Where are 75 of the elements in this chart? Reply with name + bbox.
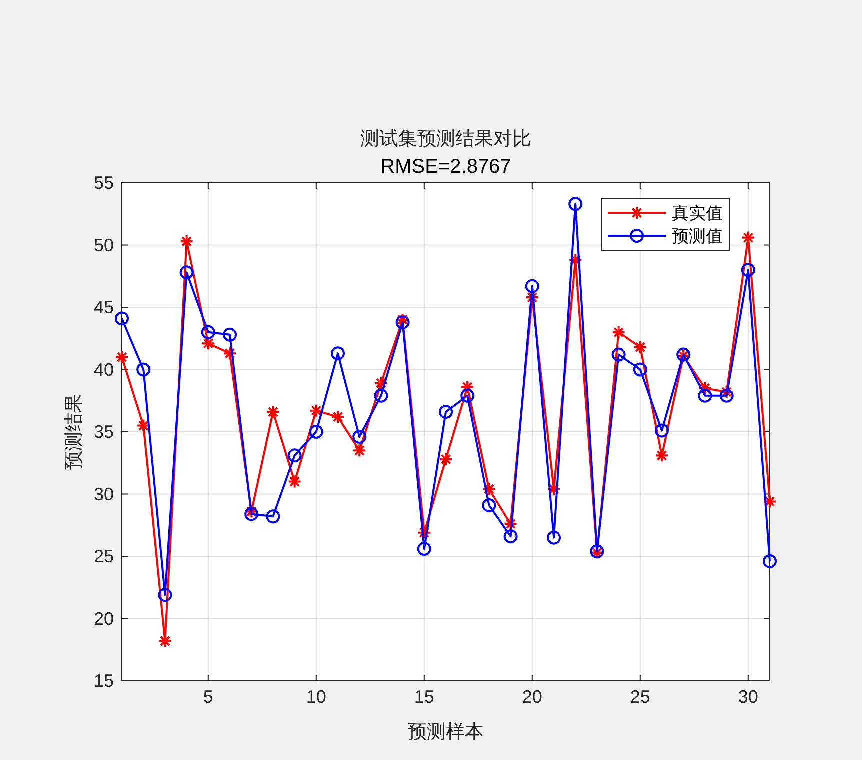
y-tick-label: 40 xyxy=(94,360,114,380)
point xyxy=(158,634,172,648)
point xyxy=(266,510,280,524)
point xyxy=(568,197,583,212)
y-tick-label: 55 xyxy=(94,173,114,193)
y-tick-label: 25 xyxy=(94,546,114,566)
y-tick-label: 50 xyxy=(94,235,114,256)
point xyxy=(115,312,129,326)
point xyxy=(244,504,259,519)
point xyxy=(288,474,302,489)
point xyxy=(309,425,324,439)
y-tick-label: 45 xyxy=(94,298,114,318)
point xyxy=(396,312,410,327)
legend-label: 真实值 xyxy=(672,204,723,224)
point xyxy=(223,346,237,361)
point xyxy=(374,388,388,403)
x-tick-label: 5 xyxy=(203,687,214,707)
x-axis-title: 预测样本 xyxy=(408,722,484,743)
chart-subtitle: RMSE=2.8767 xyxy=(380,156,512,178)
point xyxy=(504,517,518,532)
y-axis-title: 预测结果 xyxy=(64,394,85,470)
point xyxy=(266,405,280,420)
point xyxy=(655,448,669,463)
y-tick-label: 15 xyxy=(94,671,114,691)
point xyxy=(331,346,345,361)
point xyxy=(223,328,237,342)
point xyxy=(720,388,734,403)
point xyxy=(504,530,518,544)
point xyxy=(352,430,367,444)
point xyxy=(482,482,496,496)
point xyxy=(698,381,712,396)
point xyxy=(612,348,626,362)
point xyxy=(180,266,194,280)
point xyxy=(417,542,432,556)
point xyxy=(201,336,216,351)
point xyxy=(741,263,756,278)
point xyxy=(547,530,561,545)
point xyxy=(352,444,367,458)
point xyxy=(720,385,734,400)
point xyxy=(763,554,777,568)
x-tick-label: 25 xyxy=(630,687,650,707)
point xyxy=(244,507,259,522)
x-tick-label: 15 xyxy=(414,687,434,707)
point xyxy=(201,325,216,340)
point xyxy=(741,230,756,245)
point xyxy=(633,362,648,377)
y-tick-label: 20 xyxy=(94,608,114,629)
point xyxy=(482,498,496,512)
point xyxy=(288,448,302,463)
x-tick-label: 30 xyxy=(738,687,758,707)
point xyxy=(763,494,777,509)
point xyxy=(633,340,648,354)
point xyxy=(655,424,669,438)
point xyxy=(698,388,712,403)
point xyxy=(417,526,432,540)
chart-title: 测试集预测结果对比 xyxy=(360,129,532,150)
point xyxy=(136,362,151,377)
point xyxy=(612,325,626,340)
x-tick-label: 10 xyxy=(306,687,326,707)
y-tick-label: 35 xyxy=(94,422,114,442)
point xyxy=(309,404,324,418)
point xyxy=(396,315,410,330)
point xyxy=(460,380,475,394)
legend-label: 预测值 xyxy=(672,227,723,247)
point xyxy=(460,388,475,403)
point xyxy=(331,410,345,424)
point xyxy=(115,350,129,364)
point xyxy=(439,452,453,466)
point xyxy=(374,376,388,390)
point xyxy=(136,418,151,433)
point xyxy=(158,588,172,602)
point xyxy=(439,405,453,420)
point xyxy=(525,279,540,294)
y-tick-label: 30 xyxy=(94,484,114,504)
x-tick-label: 20 xyxy=(522,687,542,707)
